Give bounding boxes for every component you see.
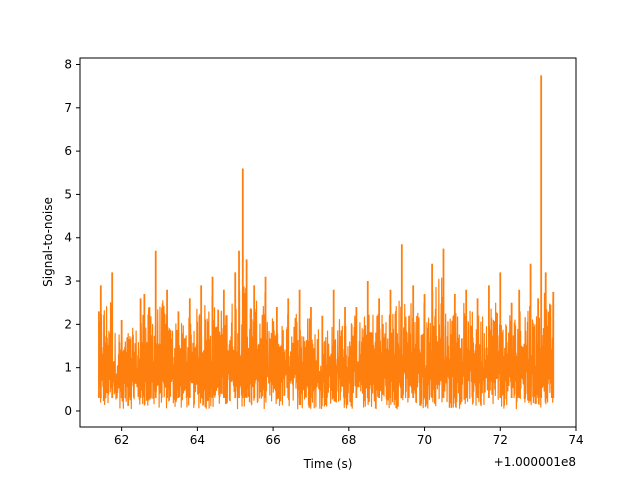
y-axis-label: Signal-to-noise [41,197,55,287]
x-offset-label: +1.000001e8 [494,455,576,469]
y-tick-label: 6 [64,144,72,158]
x-tick-label: 66 [265,433,280,447]
y-tick-label: 2 [64,317,72,331]
x-tick-label: 62 [114,433,129,447]
x-tick-label: 74 [568,433,583,447]
x-tick-label: 72 [493,433,508,447]
y-tick-label: 5 [64,187,72,201]
plot-layer [98,75,555,410]
y-tick-label: 7 [64,101,72,115]
x-axis-ticks: 62 64 66 68 70 72 74 [114,427,584,447]
y-tick-label: 3 [64,274,72,288]
y-axis-ticks: 0 1 2 3 4 5 6 7 8 [64,57,80,418]
y-tick-label: 4 [64,231,72,245]
x-tick-label: 68 [341,433,356,447]
x-tick-label: 70 [417,433,432,447]
y-tick-label: 0 [64,404,72,418]
x-axis-label: Time (s) [303,457,353,471]
y-tick-label: 1 [64,361,72,375]
y-tick-label: 8 [64,57,72,71]
x-tick-label: 64 [190,433,205,447]
plot-frame [79,57,577,428]
